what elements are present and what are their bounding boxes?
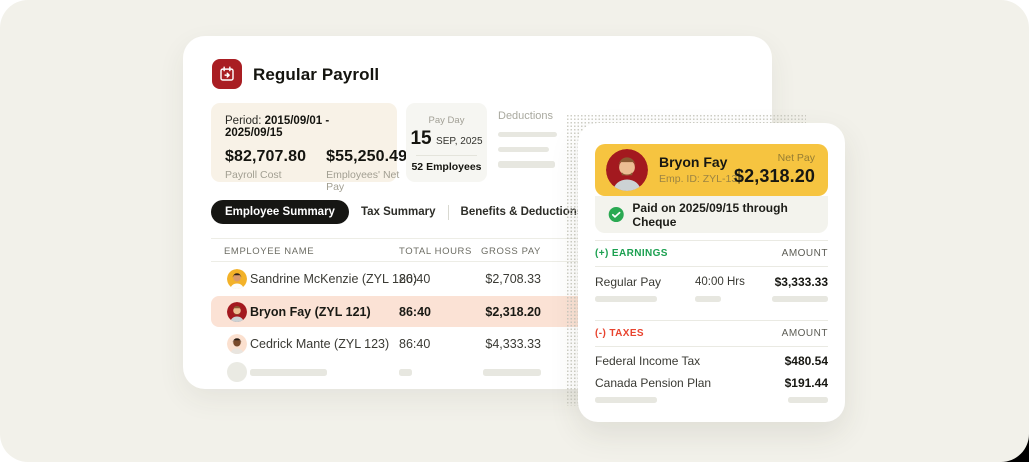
skeleton-bar — [250, 368, 327, 376]
total-hours: 86:40 — [399, 337, 431, 351]
tab-employee-summary[interactable]: Employee Summary — [211, 200, 349, 224]
paid-status-bar: Paid on 2025/09/15 through Cheque — [595, 196, 828, 233]
skeleton-bar — [772, 296, 828, 302]
payroll-cost-value: $82,707.80 — [225, 148, 307, 165]
tax-amount: $480.54 — [784, 354, 828, 368]
total-hours: 86:40 — [399, 272, 431, 286]
skeleton-bar — [498, 147, 549, 152]
avatar — [227, 301, 247, 322]
gross-pay: $2,318.20 — [485, 304, 541, 319]
avatar — [227, 269, 247, 289]
net-pay-value: $55,250.49 — [326, 148, 408, 165]
gross-pay: $4,333.33 — [485, 337, 541, 351]
table-row-skeleton — [211, 361, 744, 382]
summary-tabs: Employee Summary Tax Summary Benefits & … — [211, 200, 583, 224]
employee-id: Emp. ID: ZYL-131 — [659, 173, 744, 185]
skeleton-bar — [483, 368, 541, 376]
skeleton-bar — [695, 296, 721, 302]
payday-box: Pay Day 15 SEP, 2025 52 Employees — [406, 103, 487, 182]
payday-label: Pay Day — [428, 115, 465, 126]
earnings-row: Regular Pay 40:00 Hrs $3,333.33 — [595, 273, 828, 291]
tax-label: Canada Pension Plan — [595, 376, 712, 390]
deductions-section: Deductions — [498, 110, 557, 168]
tab-benefits-deductions[interactable]: Benefits & Deductions — [460, 206, 584, 218]
tab-divider — [447, 204, 449, 220]
period-label: Period: — [225, 115, 262, 127]
net-pay-label: Employees' Net Pay — [326, 169, 400, 193]
payday-divider — [416, 155, 477, 156]
net-pay-value: $2,318.20 — [734, 166, 815, 186]
net-pay-stat: $55,250.49 Employees' Net Pay — [326, 148, 407, 193]
period-summary-box: Period: 2015/09/01 - 2025/09/15 $82,707.… — [211, 103, 407, 193]
payday-month-year: SEP, 2025 — [436, 136, 483, 147]
tax-label: Federal Income Tax — [595, 354, 701, 368]
earnings-header: (+) EARNINGS AMOUNT — [595, 240, 828, 267]
payday-day: 15 — [410, 128, 432, 149]
net-pay-label: Net Pay — [777, 152, 815, 164]
skeleton-bar — [788, 397, 828, 403]
earnings-title: (+) EARNINGS — [595, 248, 668, 259]
tab-tax-summary[interactable]: Tax Summary — [360, 206, 436, 218]
skeleton-avatar — [227, 361, 247, 382]
avatar — [227, 334, 247, 354]
paid-status-text: Paid on 2025/09/15 through Cheque — [632, 200, 788, 229]
table-row[interactable]: Sandrine McKenzie (ZYL 120) 86:40 $2,708… — [211, 262, 744, 296]
column-total-hours: TOTAL HOURS — [399, 246, 472, 257]
skeleton-bar — [399, 368, 412, 376]
earnings-skeleton-row — [595, 294, 828, 304]
total-hours: 86:40 — [399, 304, 431, 319]
tax-row: Federal Income Tax $480.54 — [595, 352, 828, 370]
payday-date: 15 SEP, 2025 — [406, 128, 487, 150]
employee-name: Bryon Fay (ZYL 121) — [250, 304, 371, 319]
employee-name: Sandrine McKenzie (ZYL 120) — [250, 272, 417, 286]
payroll-cost-label: Payroll Cost — [225, 169, 282, 181]
page-title: Regular Payroll — [253, 65, 380, 84]
payslip-header: Bryon Fay Emp. ID: ZYL-131 Net Pay $2,31… — [595, 144, 828, 196]
skeleton-bar — [595, 397, 657, 403]
earning-amount: $3,333.33 — [774, 275, 828, 289]
taxes-title: (-) TAXES — [595, 328, 644, 339]
net-pay-block: Net Pay $2,318.20 — [734, 152, 815, 187]
column-gross-pay: GROSS PAY — [481, 246, 541, 257]
tax-row: Canada Pension Plan $191.44 — [595, 374, 828, 392]
deductions-label: Deductions — [498, 110, 554, 122]
period-line: Period: 2015/09/01 - 2025/09/15 — [225, 115, 383, 139]
column-employee-name: EMPLOYEE NAME — [224, 246, 315, 257]
payroll-calendar-icon — [212, 59, 242, 89]
skeleton-bar — [595, 296, 657, 302]
payday-employee-count: 52 Employees — [411, 161, 482, 173]
employee-name: Bryon Fay — [659, 154, 728, 170]
amount-label: AMOUNT — [781, 248, 828, 259]
avatar — [606, 149, 648, 191]
table-header: EMPLOYEE NAME TOTAL HOURS GROSS PAY — [211, 238, 744, 262]
skeleton-bar — [498, 161, 555, 168]
payroll-cost-stat: $82,707.80 Payroll Cost — [225, 148, 306, 193]
taxes-header: (-) TAXES AMOUNT — [595, 320, 828, 347]
earning-hours: 40:00 Hrs — [695, 276, 745, 288]
check-circle-icon — [608, 206, 624, 223]
employee-block: Bryon Fay Emp. ID: ZYL-131 — [659, 154, 743, 185]
skeleton-bar — [498, 132, 557, 137]
employee-name: Cedrick Mante (ZYL 123) — [250, 337, 390, 351]
payslip-card: Bryon Fay Emp. ID: ZYL-131 Net Pay $2,31… — [578, 123, 845, 422]
period-value: 2015/09/01 - 2025/09/15 — [225, 115, 330, 139]
earning-label: Regular Pay — [595, 275, 662, 289]
table-row[interactable]: Cedrick Mante (ZYL 123) 86:40 $4,333.33 — [211, 327, 744, 361]
payslip-header-group: Bryon Fay Emp. ID: ZYL-131 Net Pay $2,31… — [595, 144, 828, 233]
tax-amount: $191.44 — [784, 376, 828, 390]
taxes-skeleton-row — [595, 395, 828, 405]
gross-pay: $2,708.33 — [485, 272, 541, 286]
amount-label: AMOUNT — [781, 328, 828, 339]
